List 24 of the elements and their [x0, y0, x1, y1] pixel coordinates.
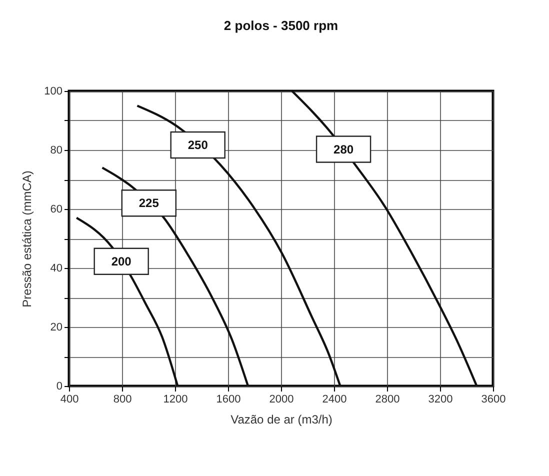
x-tick-label: 3600 [481, 394, 506, 406]
line-series [290, 91, 478, 386]
x-tick-label: 2400 [322, 394, 347, 406]
series-label: 225 [138, 196, 160, 210]
y-tick-label: 60 [50, 204, 62, 216]
x-tick-label: 2800 [375, 394, 400, 406]
chart-title: 2 polos - 3500 rpm [224, 18, 338, 33]
x-tick-label: 800 [113, 394, 132, 406]
y-tick-label: 20 [50, 322, 62, 334]
x-tick-label: 1200 [163, 394, 188, 406]
y-tick-label: 100 [44, 86, 62, 98]
y-axis-title: Pressão estática (mmCA) [20, 170, 34, 308]
y-tick-label: 0 [56, 380, 62, 392]
y-tick-label: 40 [50, 262, 62, 274]
x-tick-label: 2000 [269, 394, 294, 406]
x-tick-label: 1600 [216, 394, 241, 406]
series-label: 250 [188, 138, 208, 152]
series-label: 200 [111, 254, 132, 268]
y-tick-label: 80 [50, 144, 62, 156]
x-tick-label: 3200 [428, 394, 453, 406]
line-series [101, 166, 250, 386]
series-label: 280 [334, 142, 354, 156]
x-tick-label: 400 [60, 394, 79, 406]
x-axis-title: Vazão de ar (m3/h) [230, 412, 332, 426]
